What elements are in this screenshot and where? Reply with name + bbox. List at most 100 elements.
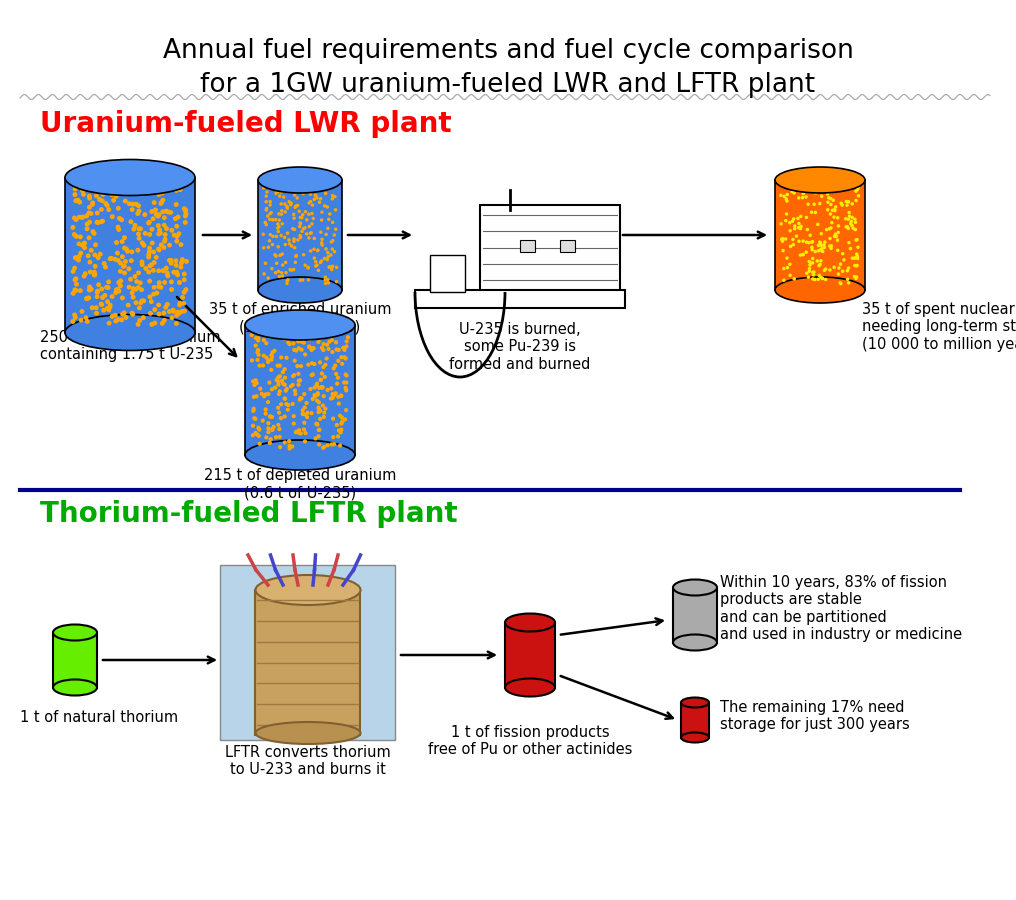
Ellipse shape xyxy=(162,215,167,220)
Ellipse shape xyxy=(290,335,294,339)
Ellipse shape xyxy=(302,192,305,195)
Ellipse shape xyxy=(839,202,843,205)
Ellipse shape xyxy=(846,266,850,270)
Ellipse shape xyxy=(98,252,103,256)
Ellipse shape xyxy=(833,235,836,238)
Ellipse shape xyxy=(146,269,151,274)
Ellipse shape xyxy=(107,279,111,284)
Ellipse shape xyxy=(147,232,152,237)
Ellipse shape xyxy=(325,343,329,346)
Ellipse shape xyxy=(306,266,310,269)
Ellipse shape xyxy=(87,269,92,274)
Ellipse shape xyxy=(307,212,311,216)
Ellipse shape xyxy=(257,442,262,446)
Ellipse shape xyxy=(292,268,296,271)
Ellipse shape xyxy=(854,199,858,202)
Ellipse shape xyxy=(285,408,290,412)
Ellipse shape xyxy=(280,209,283,212)
Ellipse shape xyxy=(107,207,111,212)
Ellipse shape xyxy=(277,219,281,222)
Ellipse shape xyxy=(290,185,293,188)
Ellipse shape xyxy=(292,421,296,426)
Ellipse shape xyxy=(181,301,186,306)
Ellipse shape xyxy=(169,279,174,284)
Ellipse shape xyxy=(94,290,100,294)
Ellipse shape xyxy=(317,407,321,411)
Ellipse shape xyxy=(301,409,305,412)
Ellipse shape xyxy=(268,414,272,418)
Ellipse shape xyxy=(315,422,319,426)
Ellipse shape xyxy=(856,186,860,189)
Ellipse shape xyxy=(285,205,289,209)
Ellipse shape xyxy=(180,257,185,262)
Ellipse shape xyxy=(816,222,820,226)
Ellipse shape xyxy=(99,302,104,307)
Ellipse shape xyxy=(295,330,299,335)
Ellipse shape xyxy=(165,302,170,307)
Ellipse shape xyxy=(775,167,865,193)
Ellipse shape xyxy=(282,375,288,380)
Ellipse shape xyxy=(827,196,831,200)
Ellipse shape xyxy=(331,220,334,224)
Ellipse shape xyxy=(834,205,837,209)
Ellipse shape xyxy=(147,279,152,284)
Ellipse shape xyxy=(141,315,146,320)
Ellipse shape xyxy=(288,335,292,339)
Ellipse shape xyxy=(137,318,142,323)
Ellipse shape xyxy=(263,220,267,224)
Ellipse shape xyxy=(279,212,283,216)
Ellipse shape xyxy=(118,261,123,266)
Ellipse shape xyxy=(90,230,96,234)
Ellipse shape xyxy=(138,281,142,285)
Ellipse shape xyxy=(146,255,151,259)
Ellipse shape xyxy=(152,307,157,312)
Ellipse shape xyxy=(100,198,105,203)
Ellipse shape xyxy=(318,337,322,341)
Ellipse shape xyxy=(90,202,94,207)
Ellipse shape xyxy=(93,194,99,198)
Ellipse shape xyxy=(108,304,113,310)
Ellipse shape xyxy=(302,420,307,425)
Ellipse shape xyxy=(291,445,295,448)
Ellipse shape xyxy=(72,192,77,197)
Ellipse shape xyxy=(313,393,317,397)
Ellipse shape xyxy=(149,262,154,267)
Ellipse shape xyxy=(854,275,859,279)
Ellipse shape xyxy=(92,264,98,269)
Ellipse shape xyxy=(164,209,169,213)
Ellipse shape xyxy=(167,258,172,263)
Ellipse shape xyxy=(315,196,319,200)
Ellipse shape xyxy=(94,310,99,316)
Ellipse shape xyxy=(134,202,139,207)
Ellipse shape xyxy=(307,278,310,282)
Ellipse shape xyxy=(160,321,165,326)
Ellipse shape xyxy=(853,264,856,267)
Ellipse shape xyxy=(291,374,296,378)
Ellipse shape xyxy=(302,338,306,342)
Ellipse shape xyxy=(673,580,717,596)
Ellipse shape xyxy=(826,187,829,191)
Ellipse shape xyxy=(138,187,143,193)
Ellipse shape xyxy=(156,248,162,252)
Ellipse shape xyxy=(169,261,174,266)
Ellipse shape xyxy=(291,382,295,387)
Ellipse shape xyxy=(819,259,823,263)
Bar xyxy=(258,180,342,290)
Ellipse shape xyxy=(299,364,303,368)
Bar xyxy=(520,240,535,252)
Ellipse shape xyxy=(290,244,294,248)
Ellipse shape xyxy=(783,238,787,240)
Ellipse shape xyxy=(268,233,272,237)
Ellipse shape xyxy=(282,414,287,418)
Bar xyxy=(560,240,575,252)
Ellipse shape xyxy=(340,419,344,424)
Ellipse shape xyxy=(267,441,272,445)
Ellipse shape xyxy=(274,436,278,439)
Ellipse shape xyxy=(841,269,844,273)
Ellipse shape xyxy=(281,264,284,266)
Ellipse shape xyxy=(85,296,90,301)
Ellipse shape xyxy=(267,246,270,249)
Ellipse shape xyxy=(336,401,341,406)
Ellipse shape xyxy=(854,276,858,280)
Ellipse shape xyxy=(120,255,125,259)
